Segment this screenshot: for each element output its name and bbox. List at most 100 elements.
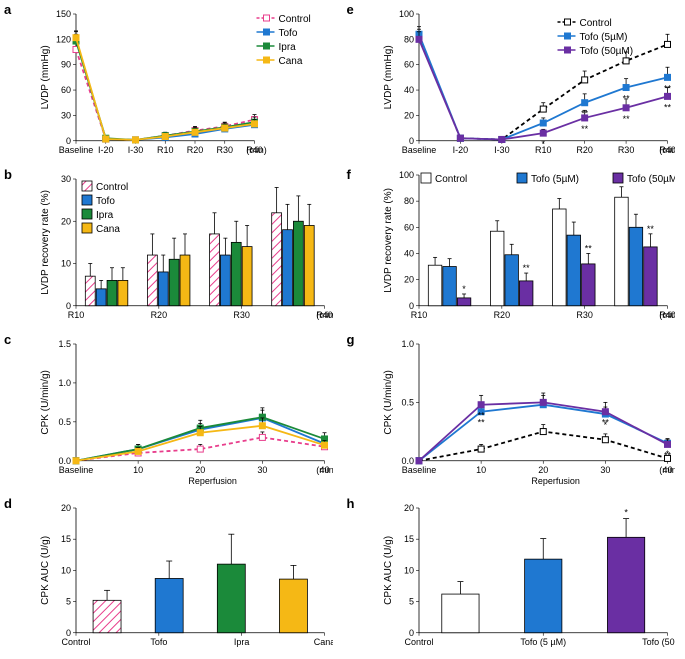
- svg-text:Control: Control: [279, 14, 311, 25]
- svg-text:Ipra: Ipra: [234, 637, 250, 647]
- svg-text:Tofo (50µM): Tofo (50µM): [627, 174, 676, 185]
- svg-text:R10: R10: [157, 145, 174, 155]
- svg-text:R30: R30: [576, 310, 593, 320]
- svg-text:(min): (min): [659, 145, 675, 155]
- svg-text:R20: R20: [493, 310, 510, 320]
- panel-a: a0306090120150BaselineI-20I-30R10R20R30R…: [0, 0, 343, 165]
- svg-text:Ipra: Ipra: [96, 210, 114, 221]
- svg-text:R30: R30: [233, 310, 250, 320]
- svg-text:20: 20: [61, 503, 71, 513]
- svg-text:1.0: 1.0: [401, 339, 414, 349]
- svg-text:Tofo: Tofo: [96, 196, 115, 207]
- svg-text:LVDP (mmHg): LVDP (mmHg): [383, 45, 394, 109]
- svg-text:30: 30: [600, 464, 610, 474]
- svg-text:15: 15: [61, 534, 71, 544]
- svg-text:120: 120: [56, 34, 71, 44]
- svg-text:60: 60: [403, 60, 413, 70]
- svg-text:R20: R20: [151, 310, 168, 320]
- svg-text:**: **: [477, 410, 485, 420]
- svg-text:**: **: [601, 417, 609, 427]
- svg-text:1.0: 1.0: [58, 377, 71, 387]
- svg-text:(min): (min): [659, 464, 675, 474]
- svg-text:I-20: I-20: [452, 145, 468, 155]
- plot-area: 020406080100R10R20R30R40(min)LVDP recove…: [379, 171, 676, 324]
- svg-text:10: 10: [476, 464, 486, 474]
- svg-text:**: **: [581, 124, 589, 134]
- svg-text:R10: R10: [68, 310, 85, 320]
- svg-text:Cana: Cana: [279, 56, 303, 67]
- svg-text:Tofo: Tofo: [279, 28, 298, 39]
- svg-text:20: 20: [403, 274, 413, 284]
- svg-text:30: 30: [61, 110, 71, 120]
- svg-text:**: **: [622, 114, 630, 124]
- svg-text:**: **: [663, 450, 671, 460]
- svg-text:20: 20: [403, 110, 413, 120]
- svg-text:40: 40: [403, 85, 413, 95]
- chart-grid: a0306090120150BaselineI-20I-30R10R20R30R…: [0, 0, 685, 659]
- svg-text:10: 10: [133, 464, 143, 474]
- svg-text:**: **: [663, 102, 671, 112]
- panel-label: b: [4, 167, 12, 182]
- panel-label: g: [347, 332, 355, 347]
- panel-label: h: [347, 496, 355, 511]
- svg-text:Control: Control: [579, 18, 611, 29]
- panel-e: e020406080100BaselineI-20I-30R10R20R30R4…: [343, 0, 685, 165]
- panel-g: g0.00.51.0Baseline10203040(min)Reperfusi…: [343, 330, 685, 495]
- svg-text:LVDP recovery rate (%): LVDP recovery rate (%): [383, 188, 394, 293]
- svg-text:I-30: I-30: [494, 145, 510, 155]
- panel-label: d: [4, 496, 12, 511]
- svg-text:Tofo: Tofo: [150, 637, 167, 647]
- svg-text:(min): (min): [316, 310, 332, 320]
- svg-text:30: 30: [61, 174, 71, 184]
- plot-area: 0102030R10R20R30R40(min)LVDP recovery ra…: [36, 171, 333, 324]
- svg-text:*: *: [541, 139, 545, 149]
- svg-text:(min): (min): [246, 145, 267, 155]
- panel-label: c: [4, 332, 11, 347]
- svg-text:0.5: 0.5: [58, 416, 71, 426]
- panel-c: c0.00.51.01.5Baseline10203040(min)Reperf…: [0, 330, 343, 495]
- svg-text:80: 80: [403, 196, 413, 206]
- svg-text:Ipra: Ipra: [279, 42, 297, 53]
- panel-b: b0102030R10R20R30R40(min)LVDP recovery r…: [0, 165, 343, 330]
- svg-text:10: 10: [403, 566, 413, 576]
- svg-text:15: 15: [403, 534, 413, 544]
- svg-text:20: 20: [61, 216, 71, 226]
- svg-text:0.5: 0.5: [401, 397, 414, 407]
- svg-text:LVDP recovery rate (%): LVDP recovery rate (%): [40, 190, 51, 295]
- svg-text:90: 90: [61, 60, 71, 70]
- svg-text:Tofo (50 µM): Tofo (50 µM): [642, 637, 675, 647]
- svg-text:10: 10: [61, 258, 71, 268]
- svg-text:Tofo (5µM): Tofo (5µM): [531, 174, 579, 185]
- panel-label: a: [4, 2, 11, 17]
- panel-label: f: [347, 167, 351, 182]
- svg-text:Control: Control: [61, 637, 90, 647]
- panel-h: h05101520ControlTofo (5 µM)Tofo (50 µM)C…: [343, 494, 685, 659]
- svg-text:Tofo (5 µM): Tofo (5 µM): [520, 637, 566, 647]
- svg-text:40: 40: [403, 248, 413, 258]
- plot-area: 020406080100BaselineI-20I-30R10R20R30R40…: [379, 6, 676, 159]
- svg-text:**: **: [584, 243, 592, 253]
- svg-text:**: **: [522, 263, 530, 273]
- plot-area: 05101520ControlTofoIpraCanaCPK AUC (U/g): [36, 500, 333, 653]
- svg-text:**: **: [646, 224, 654, 234]
- svg-text:60: 60: [61, 85, 71, 95]
- svg-text:Baseline: Baseline: [59, 464, 94, 474]
- svg-text:*: *: [624, 508, 628, 518]
- panel-d: d05101520ControlTofoIpraCanaCPK AUC (U/g…: [0, 494, 343, 659]
- svg-text:20: 20: [195, 464, 205, 474]
- svg-text:150: 150: [56, 9, 71, 19]
- svg-text:80: 80: [403, 34, 413, 44]
- svg-text:Cana: Cana: [314, 637, 333, 647]
- svg-text:R20: R20: [187, 145, 204, 155]
- svg-text:CPK AUC (U/g): CPK AUC (U/g): [383, 536, 394, 605]
- svg-text:LVDP (mmHg): LVDP (mmHg): [40, 45, 51, 109]
- svg-text:Reperfusion: Reperfusion: [531, 475, 580, 485]
- svg-text:5: 5: [408, 597, 413, 607]
- svg-text:Control: Control: [96, 182, 128, 193]
- svg-text:20: 20: [538, 464, 548, 474]
- svg-text:30: 30: [257, 464, 267, 474]
- svg-text:I-20: I-20: [98, 145, 114, 155]
- svg-text:Reperfusion: Reperfusion: [188, 475, 237, 485]
- svg-text:R10: R10: [410, 310, 427, 320]
- svg-text:Baseline: Baseline: [401, 464, 436, 474]
